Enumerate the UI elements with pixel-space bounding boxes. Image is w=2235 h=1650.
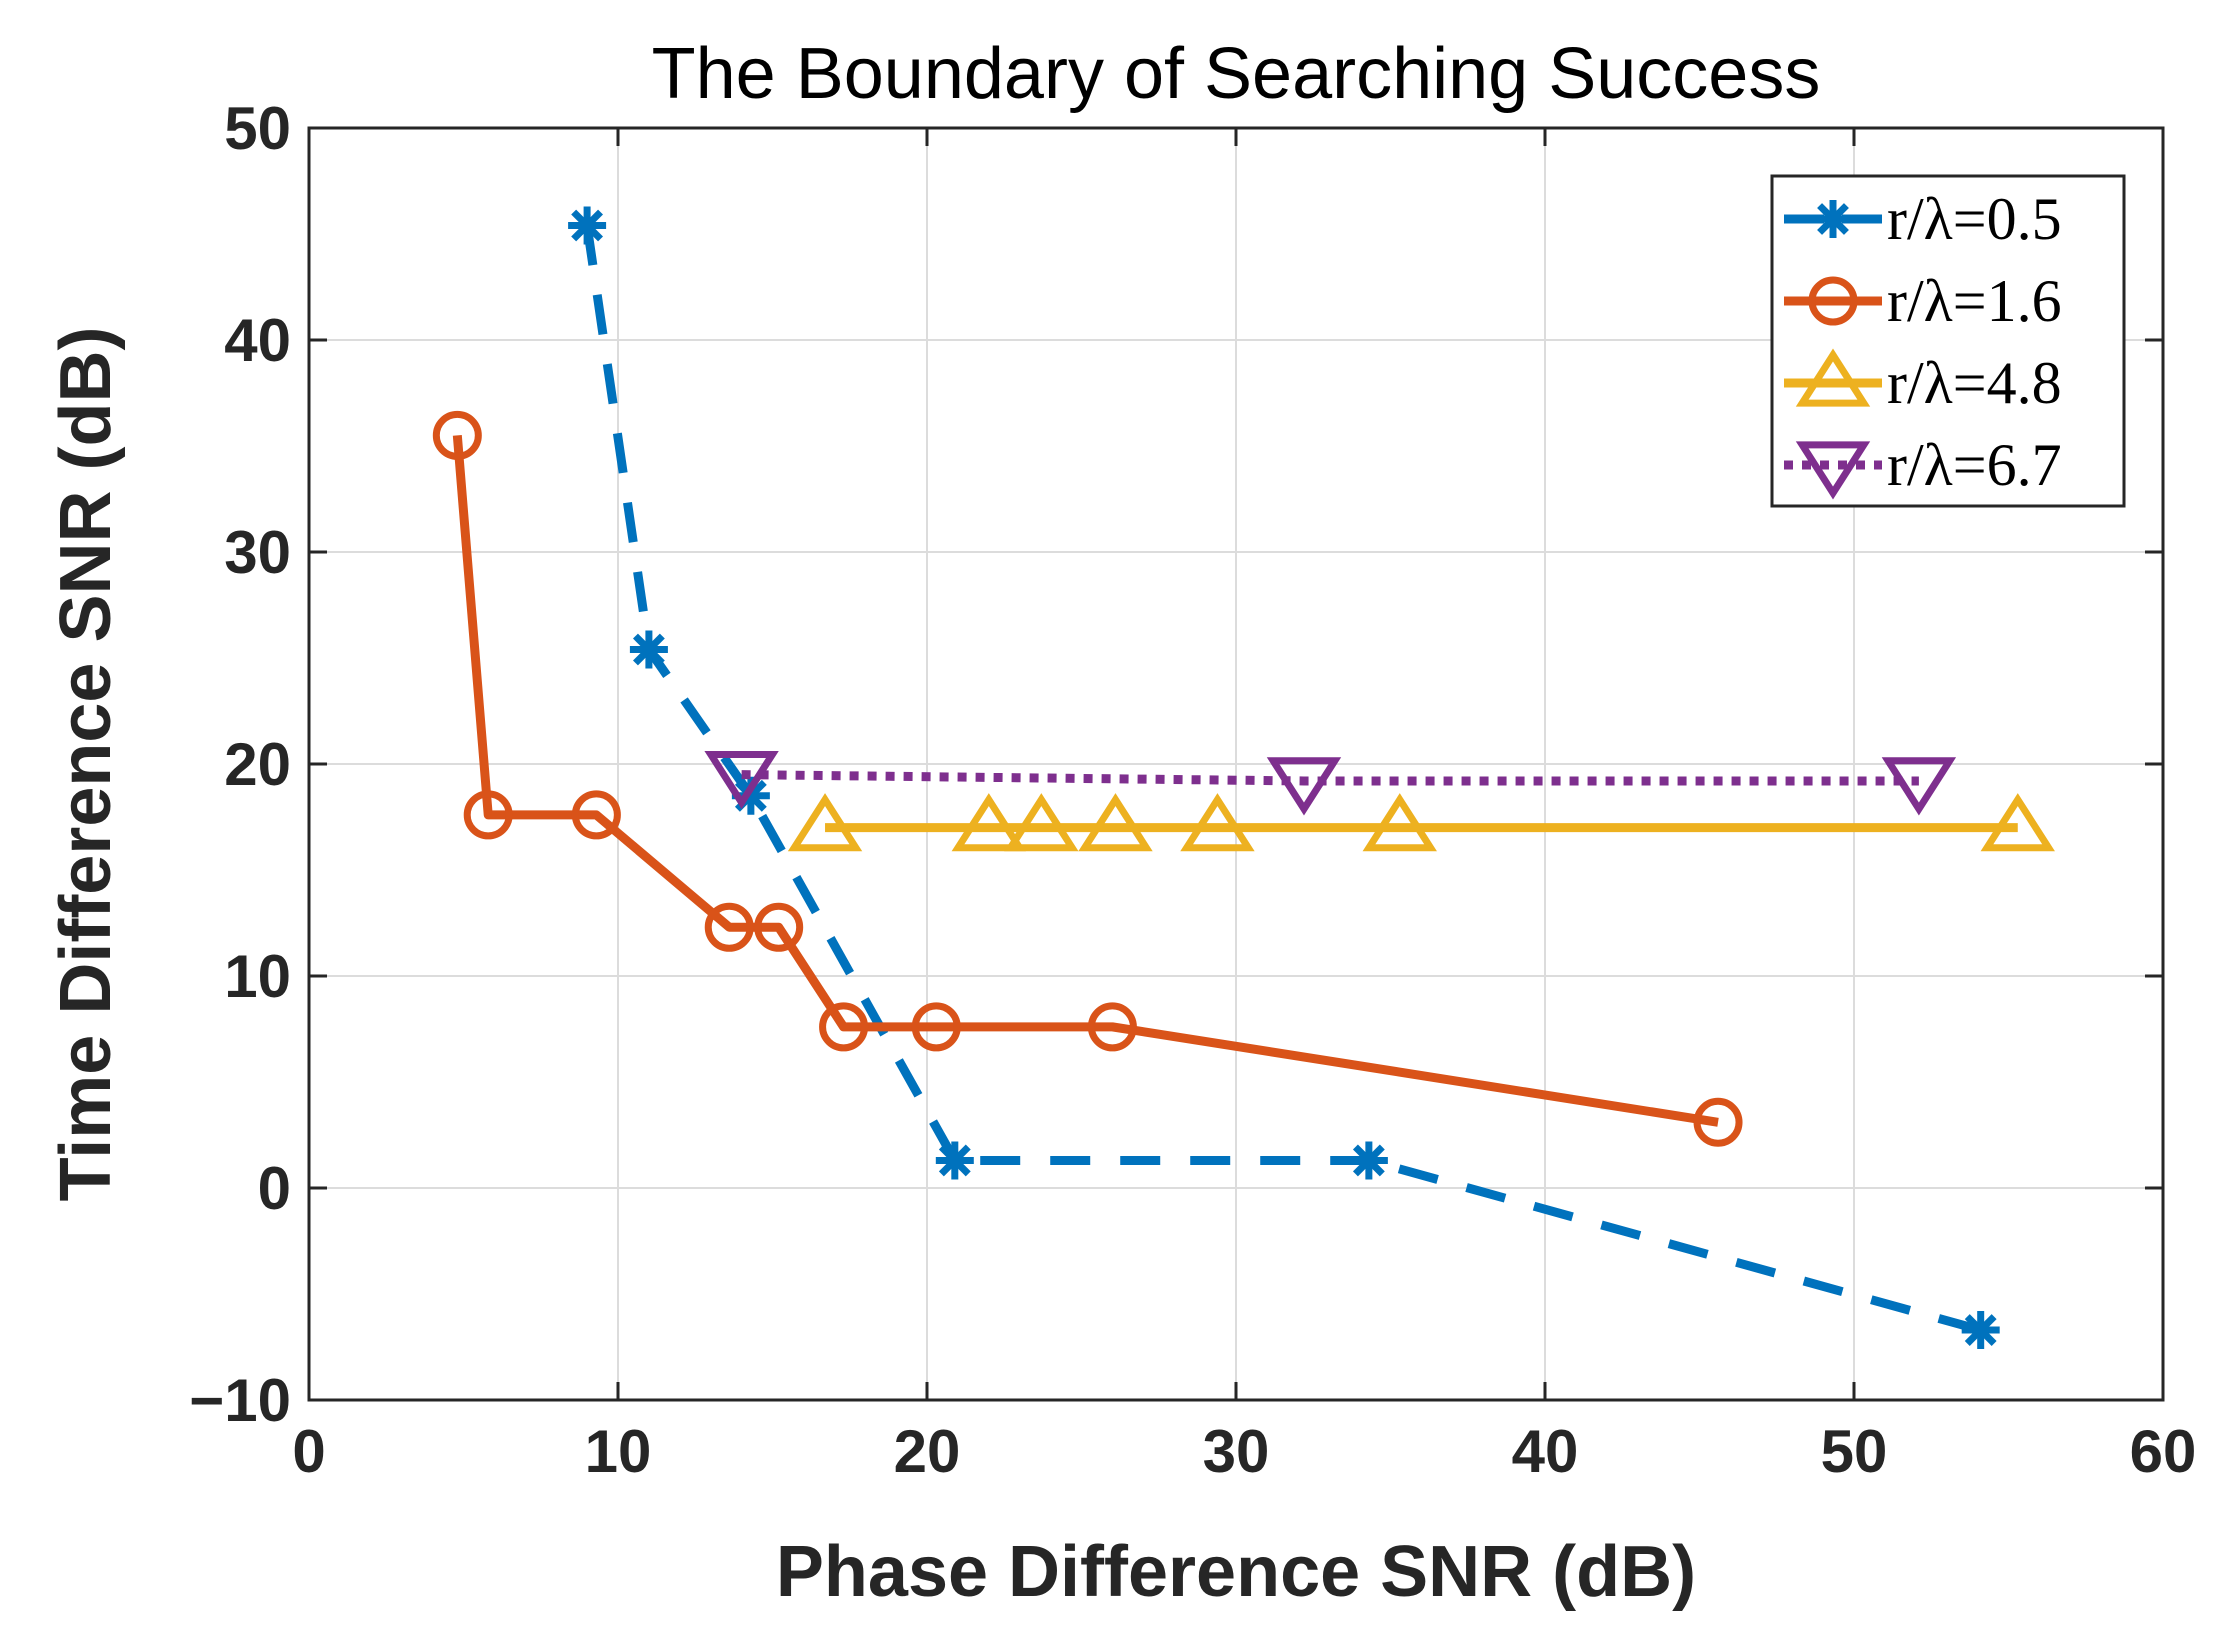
triangle-up-marker xyxy=(951,793,1026,852)
x-tick-label: 10 xyxy=(585,1418,652,1485)
series-4 xyxy=(704,750,1957,816)
triangle-up-marker xyxy=(1078,793,1153,852)
series-1 xyxy=(568,206,2000,1350)
triangle-down-marker xyxy=(1266,757,1342,816)
legend-label: r/λ=4.8 xyxy=(1887,350,2062,416)
triangle-up-marker xyxy=(1980,793,2055,852)
triangle-down-marker xyxy=(704,750,779,810)
ticks xyxy=(307,126,2165,1402)
triangle-up-marker xyxy=(787,793,863,852)
circle-marker xyxy=(1808,276,1858,326)
circle-marker xyxy=(911,1002,961,1052)
asterisk-marker xyxy=(1814,200,1852,238)
triangle-down-marker xyxy=(1881,757,1957,816)
series-3 xyxy=(787,793,2055,852)
x-tick-label: 20 xyxy=(894,1418,961,1485)
x-tick-label: 60 xyxy=(2130,1418,2197,1485)
circle-marker xyxy=(1693,1097,1743,1147)
asterisk-marker xyxy=(935,1141,974,1180)
y-tick-label: 50 xyxy=(224,95,291,162)
series-line xyxy=(582,224,1982,1335)
legend-entry: r/λ=4.8 xyxy=(1784,348,2062,416)
legend-entry: r/λ=1.6 xyxy=(1784,268,2062,334)
triangle-up-marker xyxy=(1795,348,1871,407)
asterisk-marker xyxy=(1349,1141,1388,1180)
legend-entry: r/λ=6.7 xyxy=(1784,432,2062,500)
circle-marker xyxy=(432,410,482,460)
triangle-up-marker xyxy=(1362,793,1437,852)
chart-title: The Boundary of Searching Success xyxy=(652,34,1821,114)
y-tick-label: 20 xyxy=(224,731,291,798)
legend-label: r/λ=0.5 xyxy=(1887,186,2062,252)
circle-marker xyxy=(463,790,513,840)
legend: r/λ=0.5 r/λ=1.6 r/λ=4.8 r/λ=6.7 xyxy=(1770,174,2126,508)
asterisk-marker xyxy=(568,206,607,245)
series-line xyxy=(452,435,1719,1127)
series-2 xyxy=(432,410,1743,1147)
triangle-up-marker xyxy=(1004,793,1079,852)
y-tick-label: 30 xyxy=(224,519,291,586)
y-tick-label: 40 xyxy=(224,307,291,374)
y-tick-label: −10 xyxy=(189,1367,291,1434)
circle-marker xyxy=(704,902,754,952)
triangle-down-marker xyxy=(1795,441,1871,500)
x-tick-label: 50 xyxy=(1821,1418,1888,1485)
y-axis-label: Time Difference SNR (dB) xyxy=(46,327,126,1202)
legend-label: r/λ=6.7 xyxy=(1887,432,2062,498)
y-tick-label: 0 xyxy=(258,1155,291,1222)
series-line xyxy=(741,770,1919,786)
asterisk-marker xyxy=(629,630,668,669)
series-layer xyxy=(432,206,2055,1350)
circle-marker xyxy=(819,1002,869,1052)
triangle-up-marker xyxy=(1180,793,1255,852)
circle-marker xyxy=(754,902,804,952)
circle-marker xyxy=(1087,1002,1137,1052)
circle-marker xyxy=(571,790,621,840)
legend-label: r/λ=1.6 xyxy=(1887,268,2062,334)
y-tick-label: 10 xyxy=(224,943,291,1010)
x-tick-label: 40 xyxy=(1512,1418,1579,1485)
x-tick-label: 30 xyxy=(1203,1418,1270,1485)
asterisk-marker xyxy=(1961,1311,2000,1350)
x-tick-label: 0 xyxy=(292,1418,325,1485)
x-axis-label: Phase Difference SNR (dB) xyxy=(776,1532,1696,1612)
legend-entry: r/λ=0.5 xyxy=(1784,186,2062,252)
